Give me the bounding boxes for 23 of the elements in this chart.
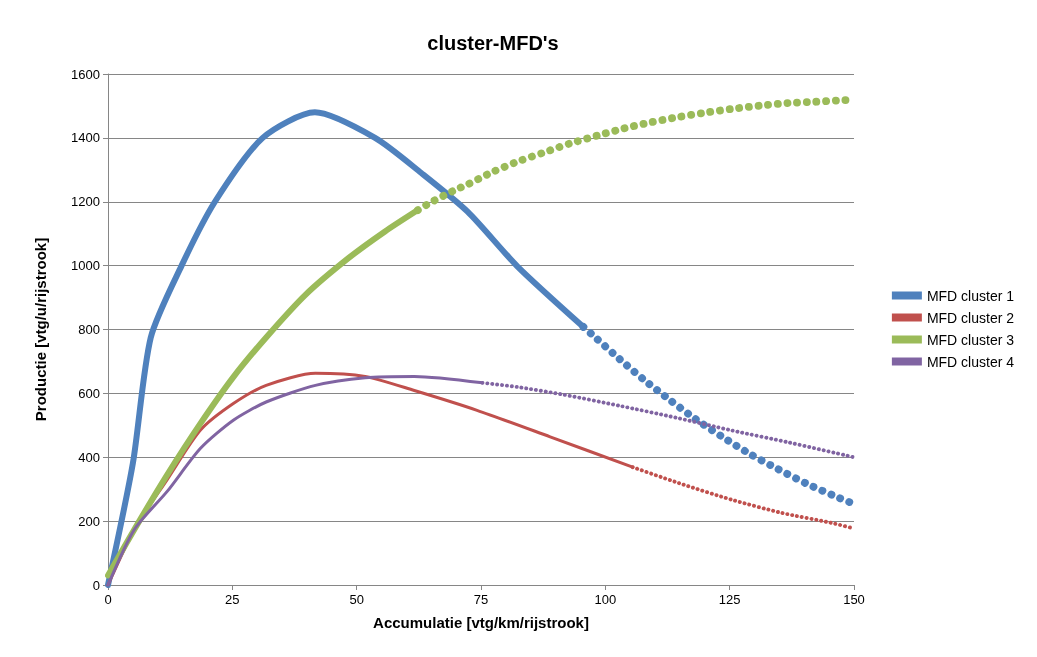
legend-label: MFD cluster 3 <box>926 331 1015 348</box>
y-tick-label: 0 <box>92 577 100 593</box>
y-tick-label: 600 <box>78 385 100 401</box>
x-tick-label: 50 <box>349 592 364 607</box>
y-tick-label: 800 <box>78 322 100 337</box>
x-tick-label: 0 <box>104 592 112 607</box>
y-tick-label: 1200 <box>71 194 100 210</box>
legend-label: MFD cluster 4 <box>926 353 1015 370</box>
x-tick-label: 75 <box>473 592 489 607</box>
y-tick-label: 200 <box>78 513 100 529</box>
y-tick-label: 1600 <box>71 66 100 82</box>
y-tick-label: 1400 <box>71 130 100 146</box>
legend-label: MFD cluster 2 <box>926 309 1015 326</box>
legend-label: MFD cluster 1 <box>926 287 1015 304</box>
y-tick-label: 400 <box>78 449 100 465</box>
x-axis-title: Accumulatie [vtg/km/rijstrook] <box>373 614 589 631</box>
x-tick-label: 25 <box>225 592 240 607</box>
y-axis-title: Productie [vtg/u/rijstrook] <box>32 237 49 422</box>
chart-title: cluster-MFD's <box>427 32 559 54</box>
x-tick-label: 100 <box>594 592 617 607</box>
x-tick-label: 150 <box>843 592 865 607</box>
y-tick-label: 1000 <box>71 258 100 274</box>
x-tick-label: 125 <box>718 592 741 607</box>
